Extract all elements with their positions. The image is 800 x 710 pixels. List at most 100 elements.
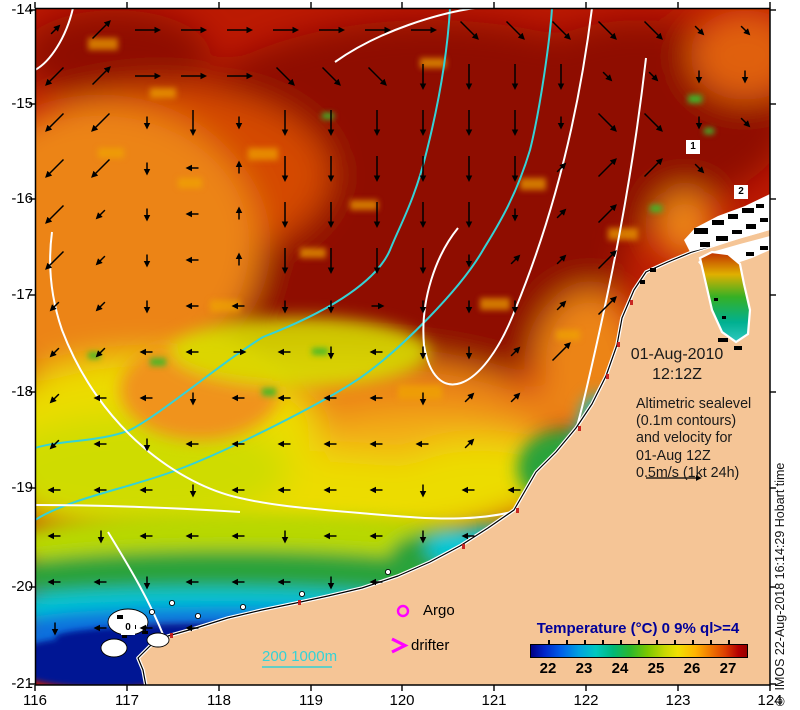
velocity-arrow — [45, 250, 65, 270]
velocity-arrow — [648, 71, 659, 82]
y-axis-label: -20 — [11, 578, 33, 595]
sealevel-contours — [35, 8, 647, 643]
velocity-arrow — [510, 346, 521, 357]
velocity-arrow — [91, 66, 111, 86]
x-axis-label: 123 — [665, 692, 691, 709]
velocity-arrow — [694, 25, 705, 36]
velocity-arrow — [597, 250, 617, 270]
velocity-arrows — [45, 20, 751, 636]
velocity-arrow — [45, 66, 65, 86]
legend-title: Temperature (°C) 0 9% ql>=4 — [536, 620, 740, 637]
altimetry-note-line: Altimetric sealevel — [636, 396, 752, 412]
velocity-arrow — [464, 438, 475, 449]
legend-tick-mark — [692, 640, 694, 645]
velocity-arrow — [597, 20, 617, 40]
velocity-arrow — [321, 66, 341, 86]
velocity-arrow — [556, 254, 567, 265]
velocity-arrow — [49, 439, 60, 450]
velocity-arrow — [49, 301, 60, 312]
altimetry-note-line: 01-Aug 12Z — [636, 447, 711, 464]
drifter-label: drifter — [411, 637, 450, 654]
legend-tick-label: 23 — [575, 660, 593, 677]
x-axis-label: 124 — [757, 692, 783, 709]
y-axis-label: -19 — [11, 479, 33, 496]
velocity-arrow — [95, 255, 106, 266]
velocity-arrow — [45, 204, 65, 224]
x-axis-label: 121 — [481, 692, 507, 709]
legend-tick-label: 25 — [647, 660, 665, 677]
y-axis-label: -16 — [11, 190, 33, 207]
velocity-arrow — [510, 392, 521, 403]
legend-tick-label: 24 — [611, 660, 629, 677]
legend-tick-label: 26 — [683, 660, 701, 677]
velocity-arrow — [91, 20, 111, 40]
legend-tick-mark — [602, 640, 604, 645]
legend-tick-mark — [566, 640, 568, 645]
velocity-arrow — [597, 204, 617, 224]
velocity-arrow — [740, 25, 751, 36]
velocity-arrow — [597, 112, 617, 132]
contour-value-label: 0 — [121, 621, 135, 635]
velocity-arrow — [367, 66, 387, 86]
velocity-arrow — [91, 112, 111, 132]
velocity-arrow — [556, 300, 567, 311]
y-axis-label: -18 — [11, 383, 33, 400]
velocity-arrow — [50, 24, 61, 35]
x-axis-label: 122 — [573, 692, 599, 709]
velocity-arrow — [643, 158, 663, 178]
velocity-arrow — [49, 393, 60, 404]
velocity-arrow — [694, 163, 705, 174]
velocity-arrow — [45, 158, 65, 178]
date-annotation: 01-Aug-2010 12:12Z — [597, 345, 757, 385]
velocity-arrow — [95, 209, 106, 220]
isobath-key-label: 200 1000m — [262, 648, 338, 665]
velocity-arrow — [556, 208, 567, 219]
y-axis-label: -15 — [11, 95, 33, 112]
annotation-markers — [262, 475, 702, 668]
y-axis-label: -14 — [11, 1, 33, 18]
velocity-arrow — [505, 20, 525, 40]
legend-tick-mark — [710, 640, 712, 645]
velocity-arrow — [740, 117, 751, 128]
x-axis-label: 117 — [115, 692, 139, 709]
altimetry-note-line: 0.5m/s (1kt 24h) — [636, 464, 740, 481]
contour-value-label: 2 — [734, 185, 748, 199]
x-axis-label: 116 — [23, 692, 47, 709]
date-line: 01-Aug-2010 — [630, 346, 724, 363]
legend-tick-mark — [656, 640, 658, 645]
axis-ticks — [29, 2, 776, 691]
y-axis-label: -17 — [11, 286, 33, 303]
velocity-arrow — [95, 301, 106, 312]
altimetry-note-line: and velocity for — [636, 430, 733, 447]
velocity-arrow — [643, 112, 663, 132]
argo-marker-icon — [396, 604, 410, 618]
sst-field — [35, 8, 770, 685]
legend-tick-mark — [548, 640, 550, 645]
legend-colorbar — [530, 640, 748, 658]
altimetry-note: Altimetric sealevel (0.1m contours) and ve… — [636, 396, 776, 482]
copyright-text: © IMOS 22-Aug-2018 16:14:29 Hobart time — [773, 462, 787, 708]
time-line: 12:12Z — [652, 366, 702, 383]
y-axis-label: -21 — [11, 675, 33, 692]
velocity-arrow — [551, 342, 571, 362]
velocity-arrow — [95, 347, 106, 358]
legend-tick-mark — [638, 640, 640, 645]
altimetry-note-line: (0.1m contours) — [636, 413, 737, 430]
velocity-arrow — [464, 392, 475, 403]
x-axis-label: 120 — [389, 692, 415, 709]
velocity-arrow — [551, 20, 571, 40]
x-axis-label: 118 — [207, 692, 231, 709]
velocity-arrow — [602, 71, 613, 82]
legend-tick-mark — [584, 640, 586, 645]
velocity-arrow — [597, 158, 617, 178]
legend-tick-label: 27 — [719, 660, 737, 677]
legend-tick-mark — [620, 640, 622, 645]
velocity-arrow — [459, 20, 479, 40]
drifter-marker-icon — [391, 637, 409, 654]
argo-label: Argo — [423, 602, 455, 619]
velocity-arrow — [275, 66, 295, 86]
velocity-arrow — [556, 162, 567, 173]
legend-tick-label: 22 — [539, 660, 557, 677]
